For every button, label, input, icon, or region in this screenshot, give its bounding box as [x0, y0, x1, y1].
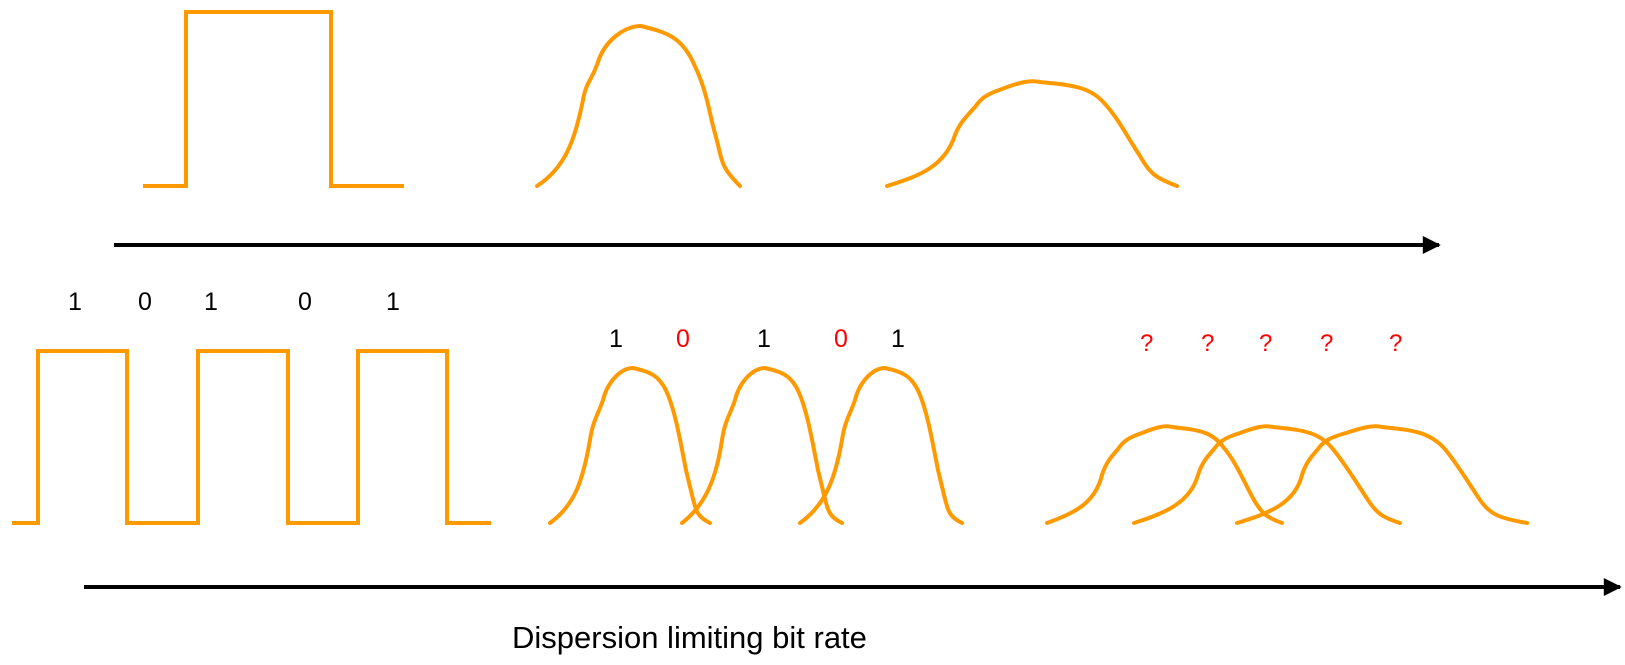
overlapping-pulse-2: [680, 366, 844, 525]
unknown-bit-label: ?: [1320, 330, 1334, 357]
dispersed-bit-label: 1: [757, 325, 771, 353]
input-bit-label: 1: [386, 288, 400, 316]
unknown-bit-label: ?: [1259, 330, 1273, 357]
input-bit-label: 0: [298, 288, 312, 316]
dispersed-pulse-narrow: [535, 24, 742, 188]
unknown-bit-label: ?: [1389, 330, 1403, 357]
input-bit-label: 1: [68, 288, 82, 316]
square-bit-stream: [12, 349, 491, 525]
overlapping-pulse-3: [798, 366, 964, 525]
input-bit-label: 1: [204, 288, 218, 316]
unknown-bit-label: ?: [1201, 330, 1215, 357]
dispersed-bit-label-error: 0: [834, 325, 848, 353]
unknown-bit-label: ?: [1140, 330, 1154, 357]
wide-overlapping-pulse-1: [1045, 424, 1284, 525]
input-bit-label: 0: [138, 288, 152, 316]
wide-overlapping-pulse-3: [1235, 424, 1529, 525]
wide-overlapping-pulse-2: [1132, 424, 1402, 525]
square-pulse: [143, 10, 404, 188]
dispersed-bit-label: 1: [891, 325, 905, 353]
overlapping-pulse-1: [548, 366, 712, 525]
diagram-caption: Dispersion limiting bit rate: [512, 620, 867, 655]
dispersed-bit-label: 1: [609, 325, 623, 353]
dispersed-pulse-wide: [885, 79, 1179, 188]
dispersed-bit-label-error: 0: [676, 325, 690, 353]
